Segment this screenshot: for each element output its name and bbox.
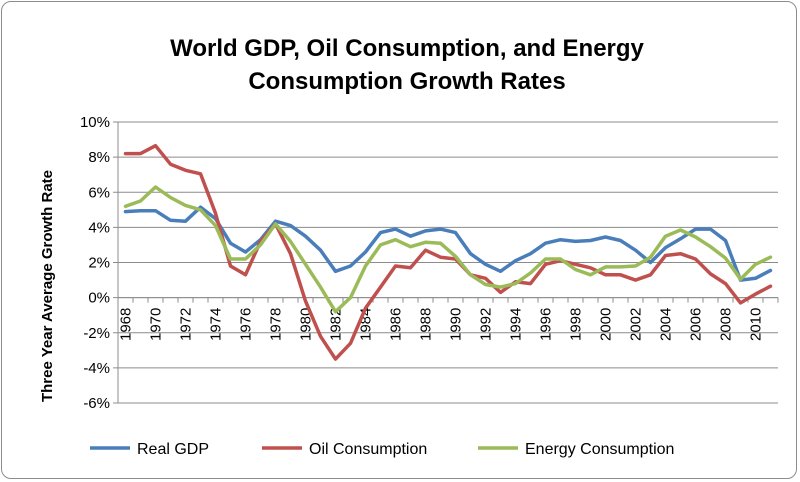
chart-title: World GDP, Oil Consumption, and Energy C… <box>170 35 644 95</box>
series-line-energy-consumption <box>123 185 773 314</box>
x-tick-label: 1970 <box>148 308 165 341</box>
y-tick-label: -6% <box>83 395 110 412</box>
x-tick-label: 2004 <box>658 308 675 341</box>
y-axis-label: Three Year Average Growth Rate <box>39 170 56 402</box>
y-tick-label: 0% <box>88 290 110 307</box>
x-tick-label: 1976 <box>238 308 255 341</box>
gridlines <box>118 121 778 404</box>
y-axis-ticks: -6% -4% -2% 0% 2% 4% 6% 8% 10% <box>80 114 119 412</box>
y-tick-label: 8% <box>88 149 110 166</box>
x-axis: 1968 1970 1972 1974 1976 1978 1980 1982 1984 1986… <box>117 297 779 341</box>
series-line-real-gdp <box>123 205 773 282</box>
y-tick-label: -2% <box>83 325 110 342</box>
x-tick-label: 2010 <box>748 308 765 341</box>
y-tick-label: -4% <box>83 360 110 377</box>
x-tick-label: 2002 <box>628 308 645 341</box>
x-tick-label: 1972 <box>178 308 195 341</box>
x-tick-label: 1990 <box>448 308 465 341</box>
x-tick-label: 1988 <box>418 308 435 341</box>
y-tick-label: 10% <box>80 114 110 131</box>
y-tick-label: 6% <box>88 184 110 201</box>
x-tick-label: 2000 <box>598 308 615 341</box>
x-tick-label: 1982 <box>328 308 345 341</box>
x-tick-label: 1996 <box>538 308 555 341</box>
x-tick-label: 1974 <box>208 308 225 341</box>
chart-title-line-1: World GDP, Oil Consumption, and Energy <box>170 35 644 62</box>
x-tick-label: 2006 <box>688 308 705 341</box>
x-tick-label: 1998 <box>568 308 585 341</box>
series-line-oil-consumption <box>123 143 773 361</box>
y-tick-label: 2% <box>88 255 110 272</box>
series-lines <box>123 143 773 361</box>
x-tick-label: 1994 <box>508 308 525 341</box>
legend-label: Oil Consumption <box>309 441 427 458</box>
x-tick-label: 1968 <box>118 308 135 341</box>
legend-label: Energy Consumption <box>525 441 674 458</box>
legend: Real GDP Oil Consumption Energy Consumptio… <box>90 441 674 458</box>
x-tick-label: 1978 <box>268 308 285 341</box>
legend-label: Real GDP <box>137 441 209 458</box>
x-tick-label: 1992 <box>478 308 495 341</box>
chart-title-line-2: Consumption Growth Rates <box>248 68 565 95</box>
x-tick-label: 1986 <box>388 308 405 341</box>
y-tick-label: 4% <box>88 219 110 236</box>
x-tick-label: 2008 <box>718 308 735 341</box>
